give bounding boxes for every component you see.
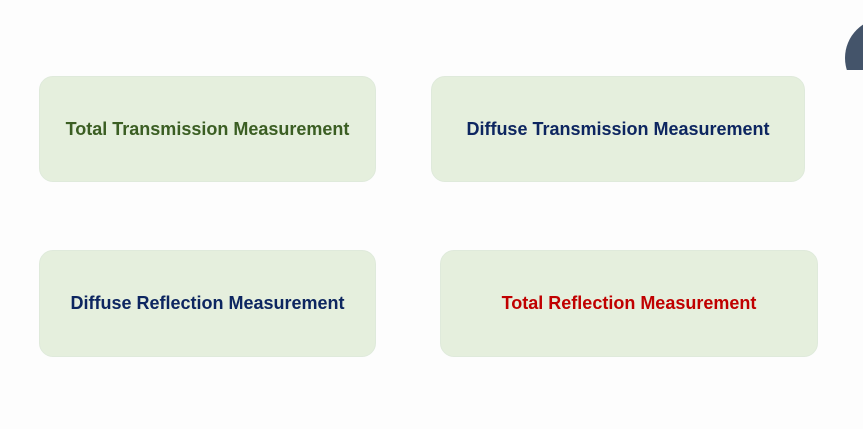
total-reflection-label: Total Reflection Measurement [501, 293, 757, 313]
corner-decoration [843, 0, 863, 70]
corner-circle-shape [845, 24, 863, 70]
diffuse-reflection-label: Diffuse Reflection Measurement [70, 293, 345, 313]
total-reflection-card: Total Reflection Measurement [440, 250, 818, 357]
diffuse-reflection-card: Diffuse Reflection Measurement [39, 250, 376, 357]
total-transmission-card: Total Transmission Measurement [39, 76, 376, 182]
diffuse-transmission-card: Diffuse Transmission Measurement [431, 76, 805, 182]
total-transmission-label: Total Transmission Measurement [65, 118, 350, 139]
diffuse-transmission-label: Diffuse Transmission Measurement [466, 118, 770, 139]
